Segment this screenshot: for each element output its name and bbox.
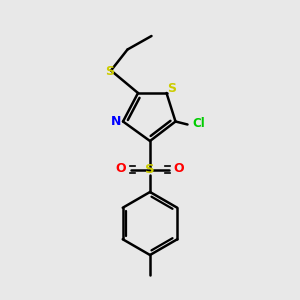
Text: S: S: [145, 163, 155, 176]
Text: S: S: [167, 82, 176, 95]
Text: O: O: [116, 162, 126, 176]
Text: N: N: [111, 115, 122, 128]
Text: Cl: Cl: [193, 117, 205, 130]
Text: S: S: [105, 64, 114, 78]
Text: O: O: [174, 162, 184, 176]
